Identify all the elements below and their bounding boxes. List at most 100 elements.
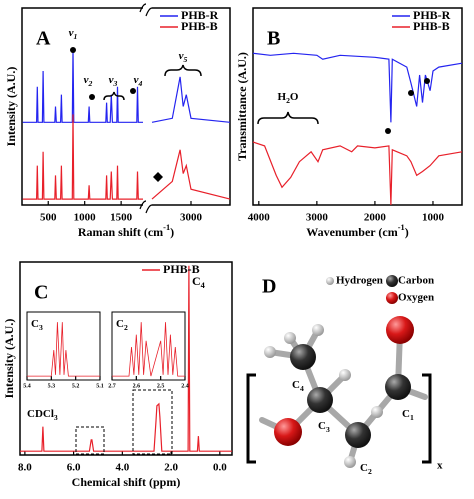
peak-label: v1 (69, 27, 78, 41)
peak-dot (130, 88, 136, 94)
x-tick-label: 2.5 (157, 383, 165, 389)
x-tick-label: 3000 (306, 212, 329, 224)
text-part: -1 (163, 223, 170, 232)
legend-label: Carbon (398, 275, 434, 287)
x-tick-label: 3000 (180, 212, 203, 224)
text-part: v (69, 27, 74, 39)
x-axis-label: Chemical shift (ppm) (72, 475, 181, 489)
legend-label: Hydrogen (336, 275, 383, 287)
text-part: v (109, 74, 114, 86)
y-axis-label: Intensity (A.U.) (4, 67, 18, 147)
frame (252, 7, 463, 206)
text-part: 4 (138, 79, 143, 88)
spectrum-line (22, 114, 231, 200)
atoms (264, 275, 414, 468)
text-part: 4 (300, 384, 304, 393)
x-tick-label: 5.2 (72, 383, 80, 389)
legend-label: PHB-R (181, 8, 219, 22)
spectrum-line (22, 49, 231, 123)
text-part: ) (405, 225, 409, 239)
peak-dot (89, 94, 95, 100)
legend-label: PHB-R (413, 8, 451, 22)
peak-label: v5 (179, 50, 188, 64)
x-axis-label: Wavenumber (cm-1) (306, 223, 408, 239)
text-part: CDCl (27, 408, 54, 420)
peak-label: H2O (278, 91, 299, 105)
text-part: C (360, 462, 368, 474)
x-tick-label: 2.0 (164, 462, 178, 474)
x-tick-label: 4000 (248, 212, 271, 224)
x-tick-label: 1500 (110, 212, 133, 224)
text-part: 1 (410, 413, 414, 422)
brace (257, 111, 319, 125)
legend-label: PHB-B (181, 19, 218, 33)
frame (19, 261, 233, 456)
x-tick-label: 5.1 (96, 383, 104, 389)
text-part: -1 (398, 223, 405, 232)
frame (21, 7, 231, 206)
inset-frame (111, 311, 186, 381)
text-part: C (31, 318, 39, 330)
text-part: O (290, 91, 299, 103)
spectrum-line (252, 141, 463, 206)
peak-label: CDCl3 (27, 408, 58, 422)
panel-letter: C (34, 282, 48, 304)
atom-label: C2 (360, 462, 372, 476)
text-part: v (134, 74, 139, 86)
peak-dot (424, 78, 430, 84)
spectrum-line (252, 52, 463, 123)
text-part: 4 (201, 281, 206, 290)
x-tick-label: 2.7 (108, 383, 116, 389)
peak-label: v4 (134, 74, 143, 88)
atom-label: C1 (402, 408, 414, 422)
text-part: H (278, 91, 287, 103)
x-tick-label: 2000 (364, 212, 387, 224)
x-tick-label: 2.6 (133, 383, 141, 389)
text-part: 3 (326, 425, 330, 434)
atom-label: C3 (318, 420, 330, 434)
peak-label: v2 (84, 74, 93, 88)
x-tick-label: 2.4 (181, 383, 189, 389)
x-tick-label: 1000 (74, 212, 97, 224)
x-tick-label: 6.0 (67, 462, 81, 474)
axis-break (139, 200, 153, 214)
text-part: 2 (286, 96, 290, 105)
text-part: C (292, 379, 300, 391)
text-part: Chemical shift (ppm) (72, 475, 181, 489)
text-part: Wavenumber (cm (306, 225, 397, 239)
text-part: C (318, 420, 326, 432)
panel-letter: B (267, 28, 280, 50)
peak-label: v3 (109, 74, 118, 88)
spectrum-line (20, 265, 232, 452)
inset-label: C3 (31, 318, 43, 332)
y-axis-label: Transmittance (A.U.) (235, 52, 249, 161)
legend-label: PHB-B (163, 262, 200, 276)
text-part: C (402, 408, 410, 420)
text-part: 5 (184, 55, 188, 64)
axis-break (139, 3, 153, 17)
atom-label: C4 (292, 379, 304, 393)
repeat-label: x (437, 460, 443, 472)
x-axis-label: Raman shift (cm-1) (78, 223, 174, 239)
x-tick-label: 4.0 (115, 462, 129, 474)
text-part: ) (170, 225, 174, 239)
zoom-box (75, 426, 105, 455)
x-tick-label: 8.0 (18, 462, 32, 474)
text-part: C (116, 318, 124, 330)
text-part: 2 (88, 79, 93, 88)
peak-dot (408, 90, 414, 96)
peak-dot (70, 47, 76, 53)
legend-label: PHB-B (413, 19, 450, 33)
spectrum-line (27, 322, 100, 377)
x-tick-label: 0.0 (213, 462, 227, 474)
text-part: 3 (39, 323, 43, 332)
y-axis-label: Intensity (A.U.) (2, 319, 16, 399)
text-part: 2 (124, 323, 128, 332)
x-tick-label: 5.3 (48, 383, 56, 389)
x-tick-label: 1000 (422, 212, 445, 224)
text-part: 3 (113, 79, 118, 88)
text-part: 2 (368, 467, 372, 476)
panel-letter: A (36, 28, 51, 50)
text-part: 3 (54, 413, 58, 422)
